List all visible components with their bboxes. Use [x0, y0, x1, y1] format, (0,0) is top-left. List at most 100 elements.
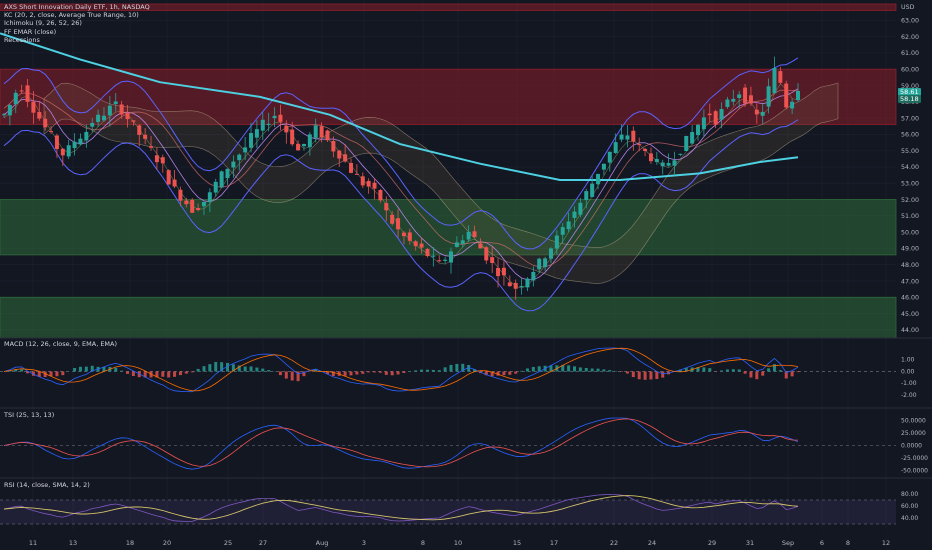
candle-body-8: [49, 131, 54, 133]
candle-body-116: [684, 135, 689, 152]
cloud-area: [43, 82, 839, 284]
macd-hist-41: [243, 366, 247, 372]
candle-body-30: [178, 189, 183, 201]
macd-hist-36: [214, 361, 218, 372]
candle-body-21: [125, 112, 130, 120]
candle-body-16: [96, 114, 101, 122]
candle-body-54: [319, 126, 324, 138]
macd-hist-26: [155, 371, 159, 378]
macd-hist-104: [614, 370, 618, 372]
macd-hist-7: [43, 371, 47, 378]
candle-body-40: [237, 154, 242, 161]
price-tick-0: 63.00: [901, 18, 919, 25]
candle-body-7: [43, 118, 48, 128]
macd-hist-62: [367, 371, 371, 373]
time-tick-16: Sep: [782, 539, 794, 547]
time-tick-5: 27: [259, 539, 267, 547]
candle-body-39: [231, 161, 236, 168]
macd-hist-8: [49, 371, 53, 376]
macd-hist-100: [590, 368, 594, 372]
macd-hist-91: [537, 366, 541, 372]
macd-hist-12: [73, 367, 77, 372]
candle-body-126: [743, 87, 748, 104]
rsi-line: [3, 493, 799, 522]
candle-body-68: [401, 232, 406, 237]
macd-hist-73: [431, 369, 435, 372]
candle-body-15: [90, 123, 95, 127]
macd-hist-67: [396, 371, 400, 375]
candle-body-59: [349, 162, 354, 173]
macd-hist-68: [402, 371, 406, 373]
macd-hist-14: [84, 366, 88, 372]
candle-body-58: [343, 154, 348, 162]
candle-body-84: [496, 267, 501, 277]
macd-hist-56: [331, 371, 335, 377]
macd-hist-127: [749, 371, 753, 378]
candle-body-18: [107, 105, 112, 116]
candle-body-98: [578, 202, 583, 215]
candle-body-24: [143, 134, 148, 139]
currency-label: USD: [901, 4, 915, 11]
second-price-tag: 58.18: [898, 95, 921, 103]
candle-body-37: [219, 171, 224, 188]
time-tick-13: 24: [648, 539, 656, 547]
time-tick-19: 12: [882, 539, 890, 547]
macd-hist-21: [126, 371, 130, 374]
candle-body-53: [313, 125, 318, 138]
macd-hist-82: [484, 371, 488, 376]
macd-hist-55: [325, 371, 329, 375]
ema-200-line: [0, 32, 799, 181]
candle-body-74: [437, 260, 442, 262]
zone-green-2: [0, 199, 897, 256]
legend-ff-emar: FF EMAR (close): [4, 27, 57, 36]
candle-body-131: [772, 67, 777, 94]
candle-body-14: [84, 131, 89, 141]
ichimoku-base: [3, 89, 799, 268]
time-tick-3: 20: [163, 539, 171, 547]
macd-hist-111: [655, 371, 659, 379]
legend-recessions: Recessions: [4, 35, 40, 44]
macd-hist-43: [255, 367, 259, 372]
candle-body-36: [213, 181, 218, 193]
candle-body-0: [2, 114, 6, 116]
time-tick-7: 3: [362, 539, 366, 547]
macd-hist-34: [202, 366, 206, 372]
candle-body-9: [54, 135, 59, 150]
candle-body-107: [631, 130, 636, 142]
ichimoku-lagging: [3, 83, 799, 289]
price-tick-7: 56.00: [901, 132, 919, 139]
macd-hist-58: [343, 371, 347, 376]
candle-body-79: [466, 231, 471, 240]
candle-body-124: [731, 98, 736, 102]
time-tick-17: 6: [820, 539, 824, 547]
macd-hist-44: [261, 368, 265, 372]
price-tick-4: 59.00: [901, 83, 919, 90]
candle-body-121: [713, 111, 718, 125]
candle-body-117: [690, 132, 695, 144]
ichimoku-cloud: [43, 82, 839, 284]
candle-body-63: [372, 182, 377, 189]
candle-body-60: [354, 173, 359, 175]
candle-body-65: [384, 203, 389, 211]
candle-body-34: [201, 201, 206, 207]
time-tick-8: 8: [421, 539, 425, 547]
time-axis[interactable]: 11 13 18 20 25 27 Aug 3 8 10 15 17 22 24 29 31 Sep 6 8 12: [29, 539, 890, 547]
candle-body-111: [654, 158, 659, 163]
candle-body-94: [554, 235, 559, 249]
candle-body-120: [707, 113, 712, 116]
macd-hist-51: [302, 371, 306, 377]
candle-body-26: [154, 155, 159, 163]
candle-body-38: [225, 168, 230, 179]
candle-body-19: [113, 101, 118, 105]
macd-hist-90: [531, 366, 535, 372]
candle-body-128: [754, 109, 759, 115]
price-tick-10: 53.00: [901, 181, 919, 188]
macd-hist-74: [437, 370, 441, 372]
macd-hist-103: [608, 370, 612, 372]
support-resistance-zones: [0, 3, 897, 339]
macd-hist-95: [561, 365, 565, 372]
candle-body-72: [425, 248, 430, 257]
price-axis[interactable]: 63.0062.0061.0060.0059.0058.0057.0056.00…: [901, 4, 928, 522]
time-tick-4: 25: [224, 539, 232, 547]
